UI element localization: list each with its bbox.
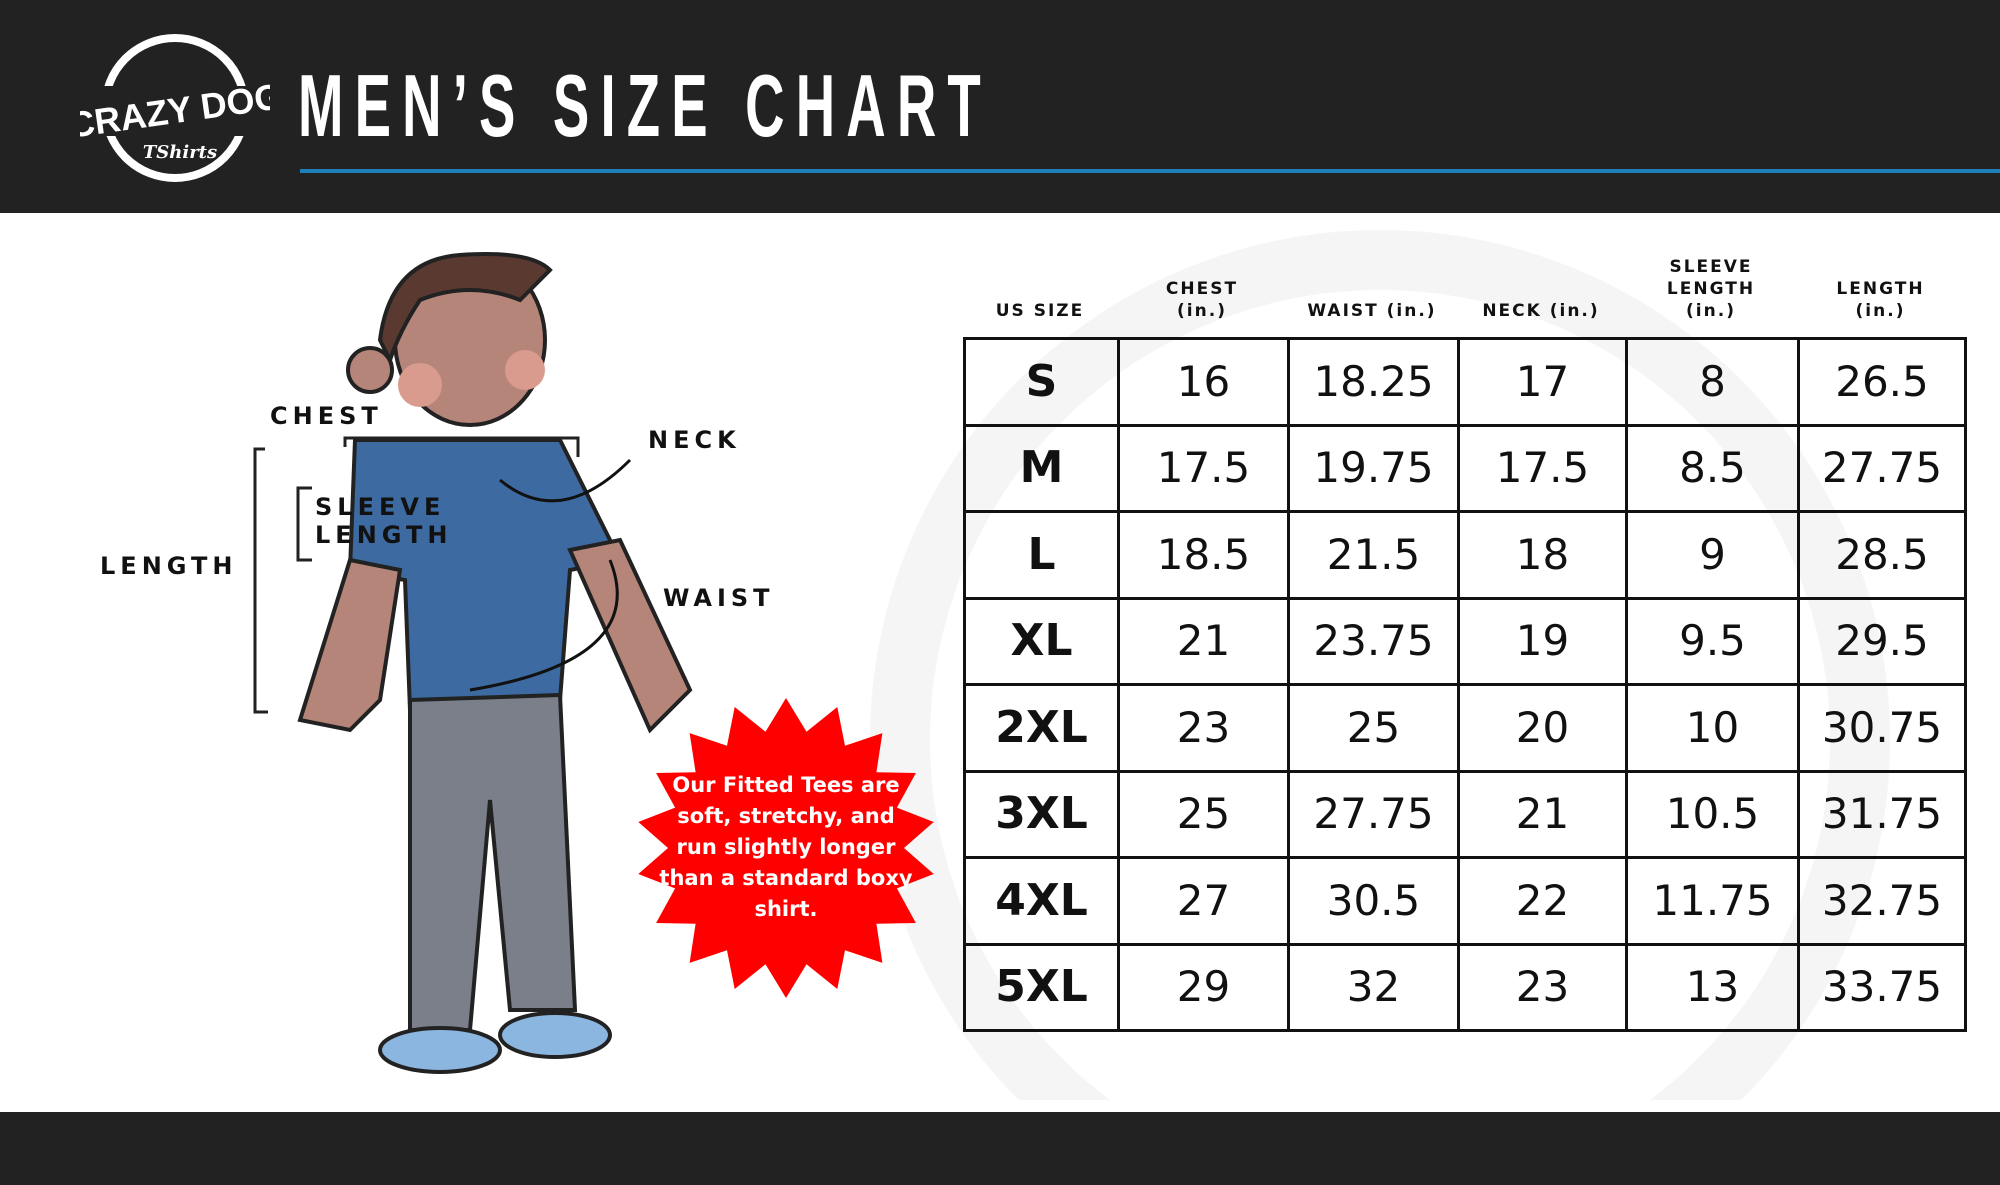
table-row: L 18.5 21.5 18 9 28.5 bbox=[963, 510, 1967, 600]
measurement-cell: 10.5 bbox=[1625, 769, 1800, 859]
size-table: S 16 18.25 17 8 26.5 M 17.5 19.75 17.5 8.5 27.75 L 18… bbox=[963, 337, 1967, 1032]
measurement-cell: 23 bbox=[1117, 683, 1290, 773]
measurement-cell: 17 bbox=[1457, 337, 1628, 427]
column-header-line: LENGTH bbox=[1836, 279, 1925, 299]
size-cell: M bbox=[963, 423, 1120, 513]
column-header-line: WAIST (in.) bbox=[1307, 301, 1437, 321]
measurement-cell: 23 bbox=[1457, 942, 1628, 1032]
callout-text: Our Fitted Tees are soft, stretchy, and … bbox=[659, 773, 913, 921]
column-header: LENGTH (in.) bbox=[1797, 278, 1964, 322]
measurement-cell: 9 bbox=[1625, 510, 1800, 600]
table-row: 4XL 27 30.5 22 11.75 32.75 bbox=[963, 856, 1967, 946]
measurement-cell: 16 bbox=[1117, 337, 1290, 427]
measurement-cell: 31.75 bbox=[1797, 769, 1967, 859]
measurement-cell: 8.5 bbox=[1625, 423, 1800, 513]
boy-illustration bbox=[253, 252, 693, 1074]
measurement-cell: 19 bbox=[1457, 596, 1628, 686]
measurement-cell: 21.5 bbox=[1287, 510, 1460, 600]
measurement-cell: 28.5 bbox=[1797, 510, 1967, 600]
measurement-cell: 13 bbox=[1625, 942, 1800, 1032]
size-cell: 5XL bbox=[963, 942, 1120, 1032]
column-header-line: (in.) bbox=[1855, 301, 1906, 321]
page-title: MEN’S SIZE CHART bbox=[298, 56, 992, 155]
measurement-cell: 29.5 bbox=[1797, 596, 1967, 686]
label-sleeve: SLEEVE bbox=[315, 493, 446, 521]
header-bar bbox=[0, 0, 2000, 213]
measurement-cell: 20 bbox=[1457, 683, 1628, 773]
measurement-cell: 8 bbox=[1625, 337, 1800, 427]
measurement-cell: 33.75 bbox=[1797, 942, 1967, 1032]
measurement-cell: 25 bbox=[1287, 683, 1460, 773]
label-sleeve-length: LENGTH bbox=[315, 521, 453, 549]
label-chest: CHEST bbox=[270, 402, 383, 430]
table-row: 3XL 25 27.75 21 10.5 31.75 bbox=[963, 769, 1967, 859]
table-row: 2XL 23 25 20 10 30.75 bbox=[963, 683, 1967, 773]
crazy-dog-logo: CRAZY DOG TShirts bbox=[80, 34, 270, 182]
measurement-cell: 21 bbox=[1457, 769, 1628, 859]
measurement-cell: 32 bbox=[1287, 942, 1460, 1032]
size-cell: XL bbox=[963, 596, 1120, 686]
column-header-line: US SIZE bbox=[995, 301, 1085, 321]
column-header-line: NECK (in.) bbox=[1482, 301, 1600, 321]
title-underline bbox=[300, 169, 2000, 173]
measurement-cell: 23.75 bbox=[1287, 596, 1460, 686]
measurement-cell: 25 bbox=[1117, 769, 1290, 859]
table-row: 5XL 29 32 23 13 33.75 bbox=[963, 942, 1967, 1032]
column-header: SLEEVE LENGTH (in.) bbox=[1625, 256, 1797, 322]
measurement-cell: 30.75 bbox=[1797, 683, 1967, 773]
measurement-cell: 30.5 bbox=[1287, 856, 1460, 946]
measurement-cell: 27 bbox=[1117, 856, 1290, 946]
column-header: CHEST (in.) bbox=[1117, 278, 1287, 322]
column-header-line: CHEST bbox=[1165, 279, 1239, 299]
table-row: M 17.5 19.75 17.5 8.5 27.75 bbox=[963, 423, 1967, 513]
measurement-cell: 18.25 bbox=[1287, 337, 1460, 427]
table-row: XL 21 23.75 19 9.5 29.5 bbox=[963, 596, 1967, 686]
column-header: US SIZE bbox=[963, 300, 1117, 322]
footer-bar bbox=[0, 1112, 2000, 1185]
column-header-line: (in.) bbox=[1177, 301, 1227, 321]
column-header-line: SLEEVE bbox=[1669, 257, 1753, 277]
size-cell: 4XL bbox=[963, 856, 1120, 946]
measurement-cell: 18 bbox=[1457, 510, 1628, 600]
measurement-cell: 21 bbox=[1117, 596, 1290, 686]
measurement-cell: 19.75 bbox=[1287, 423, 1460, 513]
label-neck: NECK bbox=[648, 426, 741, 454]
measurement-cell: 27.75 bbox=[1797, 423, 1967, 513]
measurement-cell: 29 bbox=[1117, 942, 1290, 1032]
table-row: S 16 18.25 17 8 26.5 bbox=[963, 337, 1967, 427]
size-cell: 3XL bbox=[963, 769, 1120, 859]
measurement-cell: 11.75 bbox=[1625, 856, 1800, 946]
measurement-cell: 27.75 bbox=[1287, 769, 1460, 859]
size-cell: 2XL bbox=[963, 683, 1120, 773]
column-header: WAIST (in.) bbox=[1287, 300, 1457, 322]
measurement-cell: 22 bbox=[1457, 856, 1628, 946]
size-cell: L bbox=[963, 510, 1120, 600]
measurement-cell: 26.5 bbox=[1797, 337, 1967, 427]
column-header: NECK (in.) bbox=[1457, 300, 1625, 322]
measurement-cell: 9.5 bbox=[1625, 596, 1800, 686]
measurement-cell: 32.75 bbox=[1797, 856, 1967, 946]
measurement-cell: 17.5 bbox=[1457, 423, 1628, 513]
size-cell: S bbox=[963, 337, 1120, 427]
measurement-cell: 18.5 bbox=[1117, 510, 1290, 600]
label-length: LENGTH bbox=[100, 552, 238, 580]
starburst-callout bbox=[638, 698, 934, 998]
starburst-shape bbox=[638, 698, 934, 998]
measurement-cell: 10 bbox=[1625, 683, 1800, 773]
column-header-line: LENGTH bbox=[1666, 279, 1756, 299]
label-waist: WAIST bbox=[663, 584, 775, 612]
svg-text:TShirts: TShirts bbox=[143, 142, 217, 163]
measurement-cell: 17.5 bbox=[1117, 423, 1290, 513]
column-header-line: (in.) bbox=[1686, 301, 1736, 321]
